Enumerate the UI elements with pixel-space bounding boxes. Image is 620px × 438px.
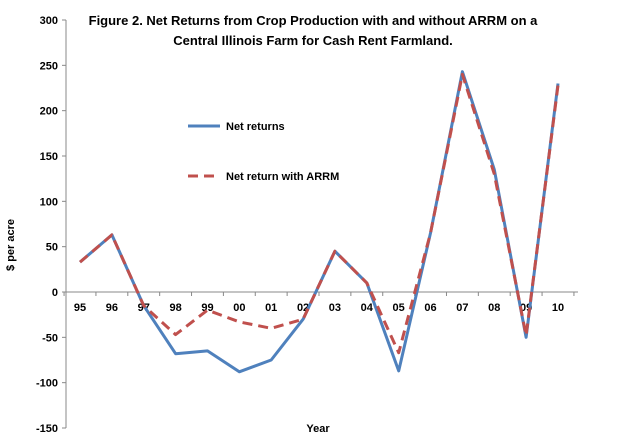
y-axis-label: $ per acre	[5, 219, 17, 271]
y-tick-label: -100	[36, 378, 58, 390]
x-tick-label: 05	[393, 302, 405, 314]
y-tick-label: 150	[40, 151, 58, 163]
chart-title-line-1: Figure 2. Net Returns from Crop Producti…	[89, 13, 538, 28]
y-tick-label: 50	[46, 242, 58, 254]
chart-title-line-2: Central Illinois Farm for Cash Rent Farm…	[173, 33, 453, 48]
x-tick-label: 07	[456, 302, 468, 314]
x-tick-label: 00	[233, 302, 245, 314]
series-line-net-returns	[79, 70, 560, 374]
series-lines	[79, 70, 560, 374]
x-tick-label: 96	[106, 302, 118, 314]
y-tick-label: -150	[36, 423, 58, 435]
x-tick-label: 95	[74, 302, 86, 314]
x-tick-label: 01	[265, 302, 277, 314]
y-axis: -150 -100 -50 0 50 100 150 200 250 300	[36, 15, 67, 435]
y-tick-label: 0	[52, 287, 58, 299]
y-tick-label: 200	[40, 106, 58, 118]
y-tick-label: 250	[40, 60, 58, 72]
legend-label: Net return with ARRM	[226, 171, 339, 183]
x-tick-label: 98	[169, 302, 181, 314]
x-tick-label: 08	[488, 302, 500, 314]
series-line-net-return-with-arrm	[79, 72, 560, 355]
legend: Net returns Net return with ARRM	[188, 121, 339, 183]
x-tick-label: 03	[329, 302, 341, 314]
x-tick-label: 06	[424, 302, 436, 314]
x-tick-label: 04	[361, 302, 374, 314]
y-tick-label: -50	[42, 332, 58, 344]
legend-label: Net returns	[226, 121, 285, 133]
y-tick-label: 300	[40, 15, 58, 27]
x-tick-label: 10	[552, 302, 564, 314]
x-axis-label: Year	[306, 423, 330, 435]
x-axis: 95 96 97 98 99 00 01 02 03 04 05 06 07 08 09 10	[63, 291, 578, 314]
y-tick-label: 100	[40, 196, 58, 208]
